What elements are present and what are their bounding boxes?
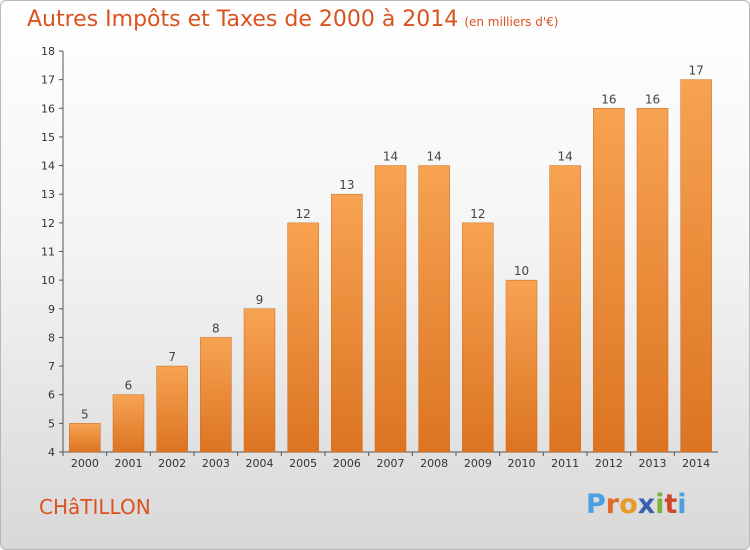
data-label: 14 (383, 150, 398, 164)
bar-2011 (549, 165, 581, 453)
data-label: 6 (125, 379, 133, 393)
x-tick-label: 2013 (639, 457, 667, 470)
bar-2013 (636, 108, 669, 453)
data-label: 12 (296, 207, 311, 221)
bar-2010 (505, 279, 538, 453)
y-tick-label: 5 (48, 417, 55, 430)
data-label: 5 (81, 407, 89, 421)
bar-2000 (69, 423, 101, 453)
data-label: 9 (256, 293, 264, 307)
y-tick-label: 17 (41, 74, 55, 87)
bar-2004 (243, 308, 276, 453)
data-label: 17 (689, 64, 704, 78)
x-tick-label: 2008 (420, 457, 448, 470)
x-tick-label: 2014 (682, 457, 710, 470)
y-tick-label: 18 (41, 45, 55, 58)
y-tick-label: 7 (48, 360, 55, 373)
bar-2009 (462, 222, 494, 453)
bar-2007 (374, 165, 407, 453)
x-tick-label: 2001 (115, 457, 143, 470)
y-tick-label: 15 (41, 131, 55, 144)
x-tick-label: 2010 (508, 457, 536, 470)
bar-2006 (331, 193, 363, 453)
y-tick-label: 14 (41, 160, 55, 173)
x-tick-label: 2011 (551, 457, 579, 470)
x-tick-label: 2006 (333, 457, 361, 470)
bar-2008 (418, 165, 450, 453)
data-label: 7 (168, 350, 176, 364)
proxiti-logo: Proxiti (586, 489, 687, 520)
y-tick-label: 6 (48, 389, 55, 402)
y-tick-label: 12 (41, 217, 55, 230)
bar-2012 (593, 108, 625, 453)
x-tick-label: 2004 (246, 457, 274, 470)
y-tick-label: 10 (41, 274, 55, 287)
x-tick-label: 2000 (71, 457, 99, 470)
x-tick-label: 2009 (464, 457, 492, 470)
data-label: 14 (558, 150, 573, 164)
y-tick-label: 16 (41, 102, 55, 115)
bar-2005 (287, 222, 319, 453)
data-label: 16 (601, 92, 616, 106)
bar-2014 (680, 79, 712, 453)
chart-title: Autres Impôts et Taxes de 2000 à 2014 (en… (27, 7, 558, 32)
y-tick-label: 9 (48, 303, 55, 316)
chart-subtitle: (en milliers d'€) (464, 15, 559, 29)
y-tick-label: 13 (41, 188, 55, 201)
data-label: 14 (427, 150, 442, 164)
y-tick-label: 4 (48, 446, 55, 459)
x-tick-label: 2007 (377, 457, 405, 470)
y-tick-label: 8 (48, 331, 55, 344)
data-label: 12 (470, 207, 485, 221)
data-label: 16 (645, 92, 660, 106)
data-label: 10 (514, 264, 529, 278)
place-name: CHâTILLON (39, 495, 151, 519)
x-tick-label: 2003 (202, 457, 230, 470)
bar-2003 (200, 337, 232, 453)
data-label: 8 (212, 321, 220, 335)
bar-2001 (112, 394, 145, 453)
y-tick-label: 11 (41, 246, 55, 259)
x-tick-label: 2002 (158, 457, 186, 470)
x-tick-label: 2012 (595, 457, 623, 470)
bar-2002 (156, 365, 188, 453)
data-label: 13 (339, 178, 354, 192)
x-tick-label: 2005 (289, 457, 317, 470)
chart-title-text: Autres Impôts et Taxes de 2000 à 2014 (27, 7, 459, 32)
